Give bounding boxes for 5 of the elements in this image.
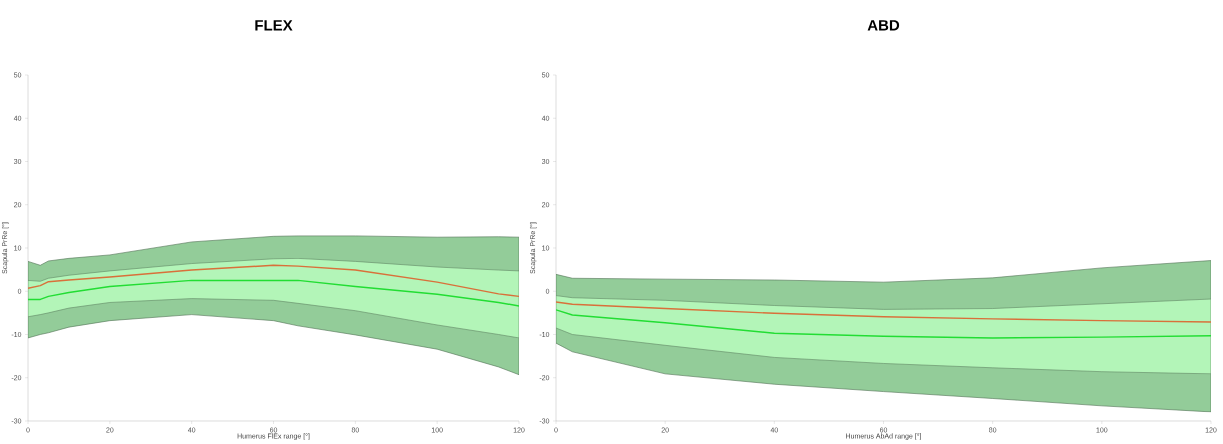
line-series — [28, 264, 520, 298]
chart-title: FLEX — [255, 20, 293, 31]
line-series — [556, 301, 1211, 323]
chart-title: ABD — [867, 20, 900, 31]
line-series — [556, 309, 1211, 339]
